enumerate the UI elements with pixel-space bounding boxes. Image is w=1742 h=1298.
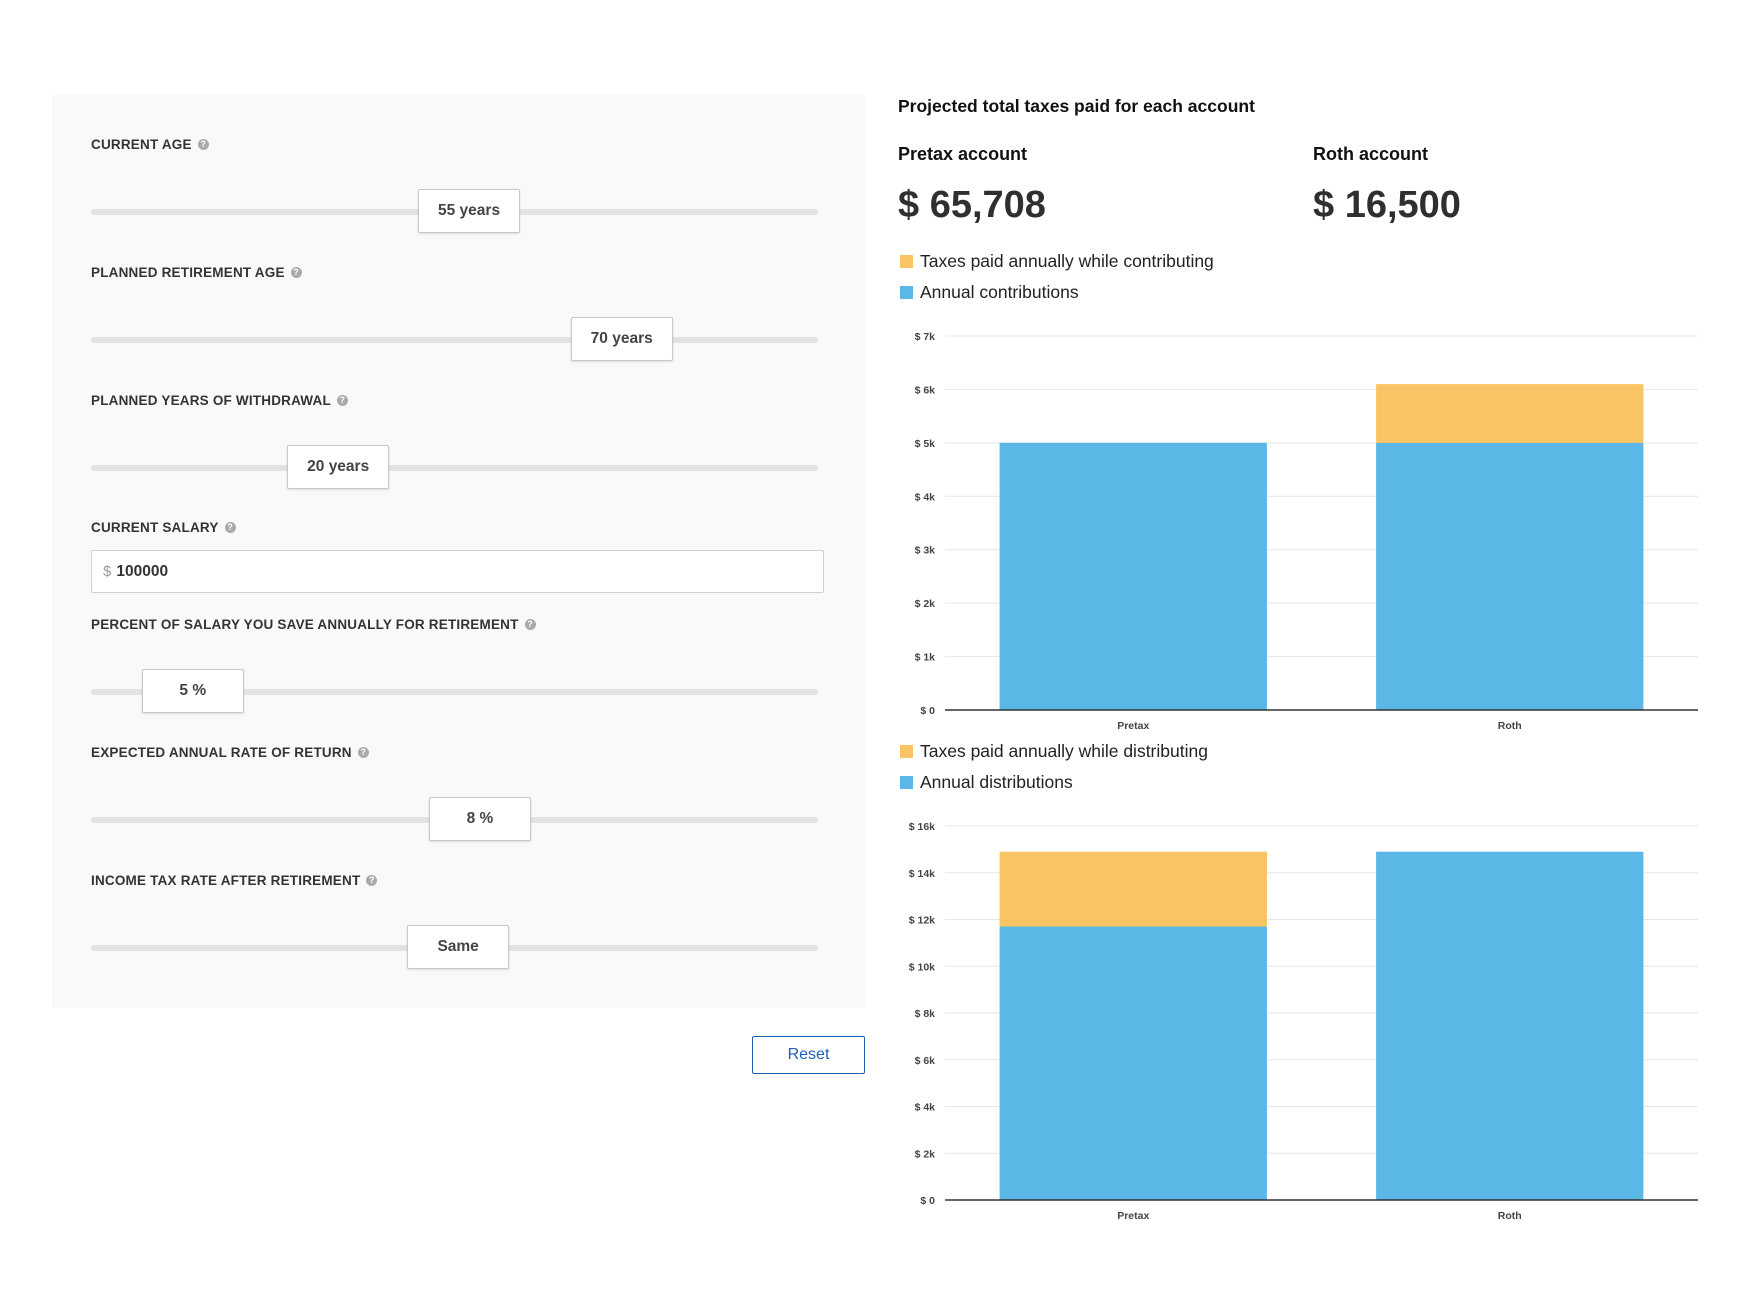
- legend-swatch-tax: [900, 255, 913, 268]
- current-salary-label: CURRENT SALARY ?: [91, 520, 826, 535]
- distributions-chart: $ 0 $ 2k $ 4k $ 6k $ 8k $ 10k $ 12k $ 14k $ 16k P…: [909, 821, 1698, 1222]
- y-tick-label: $ 12k: [909, 915, 935, 927]
- slider-handle[interactable]: Same: [407, 925, 510, 969]
- slider-track[interactable]: [91, 337, 818, 343]
- retirement-age-field: PLANNED RETIREMENT AGE ? 70 years: [91, 265, 826, 361]
- bar-segment: [1376, 442, 1644, 710]
- slider-handle[interactable]: 8 %: [428, 797, 531, 841]
- y-tick-label: $ 8k: [915, 1008, 936, 1020]
- bar-segment: [999, 851, 1267, 927]
- x-tick-label: Roth: [1498, 1210, 1522, 1222]
- x-tick-label: Pretax: [1117, 1210, 1149, 1222]
- bar-segment: [999, 442, 1267, 710]
- legend-swatch-tax: [900, 745, 913, 758]
- tax-rate-slider[interactable]: Same: [91, 925, 818, 971]
- roth-account-label: Roth account: [1313, 144, 1428, 164]
- y-tick-label: $ 2k: [915, 598, 936, 610]
- dollar-prefix: $: [103, 563, 112, 580]
- y-tick-label: $ 10k: [909, 961, 935, 973]
- y-tick-label: $ 6k: [915, 384, 936, 396]
- retirement-age-label: PLANNED RETIREMENT AGE ?: [91, 265, 826, 280]
- bar-segment: [1376, 384, 1644, 443]
- pretax-account-value: $ 65,708: [898, 184, 1046, 226]
- help-icon[interactable]: ?: [524, 619, 536, 630]
- retirement-age-slider[interactable]: 70 years: [91, 317, 818, 363]
- years-withdrawal-field: PLANNED YEARS OF WITHDRAWAL ? 20 years: [91, 393, 826, 489]
- results-title: Projected total taxes paid for each acco…: [898, 96, 1255, 116]
- legend-item: Taxes paid annually while distributing: [900, 736, 1208, 767]
- legend-item: Taxes paid annually while contributing: [900, 246, 1214, 277]
- help-icon[interactable]: ?: [357, 747, 369, 758]
- help-icon[interactable]: ?: [336, 395, 348, 406]
- y-tick-label: $ 7k: [915, 331, 936, 343]
- contributions-chart: $ 0 $ 1k $ 2k $ 3k $ 4k $ 5k $ 6k $ 7k Pretax Rot…: [915, 331, 1698, 732]
- legend-item: Annual contributions: [900, 277, 1214, 308]
- legend-label: Annual distributions: [920, 772, 1073, 792]
- help-icon[interactable]: ?: [197, 139, 209, 150]
- help-icon[interactable]: ?: [290, 267, 302, 278]
- pretax-account-label: Pretax account: [898, 144, 1028, 164]
- legend-label: Taxes paid annually while contributing: [920, 251, 1214, 271]
- y-tick-label: $ 0: [920, 1195, 935, 1207]
- percent-save-slider[interactable]: 5 %: [91, 669, 818, 715]
- legend-swatch-contribution: [900, 776, 913, 789]
- y-tick-label: $ 0: [920, 705, 935, 717]
- slider-handle[interactable]: 20 years: [287, 445, 390, 489]
- input-panel: CURRENT AGE ? 55 years PLANNED RETIREMEN…: [52, 95, 865, 1008]
- percent-save-label: PERCENT OF SALARY YOU SAVE ANNUALLY FOR …: [91, 617, 826, 632]
- slider-track[interactable]: [91, 689, 818, 695]
- rate-return-label: EXPECTED ANNUAL RATE OF RETURN ?: [91, 745, 826, 760]
- current-salary-field: CURRENT SALARY ? $ 100000: [91, 520, 826, 593]
- distribution-legend: Taxes paid annually while distributing A…: [900, 736, 1208, 798]
- bar-segment: [999, 926, 1267, 1200]
- y-tick-label: $ 3k: [915, 545, 936, 557]
- years-withdrawal-slider[interactable]: 20 years: [91, 445, 818, 491]
- current-age-label: CURRENT AGE ?: [91, 137, 826, 152]
- percent-save-field: PERCENT OF SALARY YOU SAVE ANNUALLY FOR …: [91, 617, 826, 713]
- slider-track[interactable]: [91, 465, 818, 471]
- tax-rate-label: INCOME TAX RATE AFTER RETIREMENT ?: [91, 873, 826, 888]
- legend-label: Annual contributions: [920, 282, 1079, 302]
- y-tick-label: $ 14k: [909, 868, 935, 880]
- current-age-field: CURRENT AGE ? 55 years: [91, 137, 826, 233]
- legend-item: Annual distributions: [900, 767, 1208, 798]
- years-withdrawal-label: PLANNED YEARS OF WITHDRAWAL ?: [91, 393, 826, 408]
- help-icon[interactable]: ?: [366, 875, 378, 886]
- legend-label: Taxes paid annually while distributing: [920, 741, 1208, 761]
- y-tick-label: $ 16k: [909, 821, 935, 833]
- x-tick-label: Pretax: [1117, 720, 1149, 732]
- tax-rate-field: INCOME TAX RATE AFTER RETIREMENT ? Same: [91, 873, 826, 969]
- salary-input[interactable]: $ 100000: [91, 550, 824, 593]
- slider-handle[interactable]: 55 years: [418, 189, 521, 233]
- y-tick-label: $ 1k: [915, 652, 936, 664]
- y-tick-label: $ 2k: [915, 1148, 936, 1160]
- y-tick-label: $ 4k: [915, 1102, 936, 1114]
- reset-button[interactable]: Reset: [752, 1036, 865, 1074]
- rate-return-field: EXPECTED ANNUAL RATE OF RETURN ? 8 %: [91, 745, 826, 841]
- legend-swatch-contribution: [900, 286, 913, 299]
- rate-return-slider[interactable]: 8 %: [91, 797, 818, 843]
- help-icon[interactable]: ?: [224, 522, 236, 533]
- y-tick-label: $ 5k: [915, 438, 936, 450]
- y-tick-label: $ 6k: [915, 1055, 936, 1067]
- results-panel: Projected total taxes paid for each acco…: [898, 0, 1718, 1298]
- roth-account-value: $ 16,500: [1313, 184, 1461, 226]
- contribution-legend: Taxes paid annually while contributing A…: [900, 246, 1214, 308]
- bar-segment: [1376, 851, 1644, 1200]
- y-tick-label: $ 4k: [915, 491, 936, 503]
- slider-handle[interactable]: 5 %: [141, 669, 244, 713]
- x-tick-label: Roth: [1498, 720, 1522, 732]
- salary-value[interactable]: 100000: [116, 562, 169, 580]
- current-age-slider[interactable]: 55 years: [91, 189, 818, 235]
- slider-handle[interactable]: 70 years: [570, 317, 673, 361]
